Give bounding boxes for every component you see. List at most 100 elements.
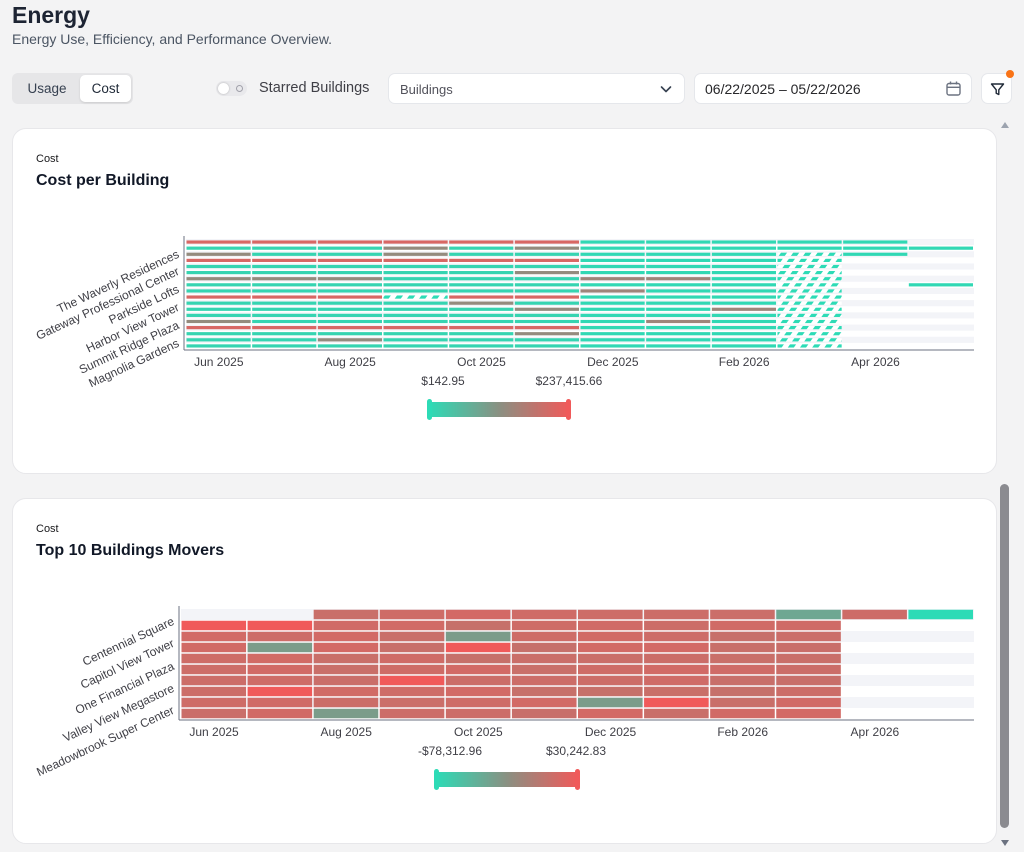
heatmap-cell [317,246,382,250]
heatmap-cell [186,301,251,305]
heatmap-cell [383,252,448,256]
heatmap-cell [578,653,643,664]
color-scale-bar [429,402,569,417]
row-band [186,263,974,270]
heatmap-cell [317,258,382,262]
heatmap-cell [646,313,711,317]
heatmap-cell [383,271,448,275]
buildings-select[interactable]: Buildings [388,73,685,104]
heatmap-cell [711,301,776,305]
heatmap-cell [646,319,711,324]
heatmap-cell [317,344,382,348]
heatmap-cell [711,319,776,324]
usage-tab[interactable]: Usage [27,81,67,96]
heatmap-cell [842,609,907,620]
date-range-picker[interactable]: 06/22/2025 – 05/22/2026 [694,73,972,104]
scroll-thumb[interactable] [1000,484,1009,828]
heatmap-cell [445,620,511,631]
heatmap-cell [379,609,445,620]
cost-per-building-heatmap[interactable]: Jun 2025 Aug 2025 Oct 2025 Dec 2025 Feb 2026… [13,129,998,475]
heatmap-cell [449,289,514,293]
heatmap-cell [777,240,842,244]
heatmap-cell [449,332,514,336]
heatmap-cell [578,609,643,620]
calendar-icon[interactable] [945,80,962,97]
heatmap-cell [252,301,317,305]
heatmap-cell [578,708,643,719]
heatmap-cell [646,307,711,311]
x-tick-label: Dec 2025 [585,725,637,739]
heatmap-cell [186,295,251,299]
heatmap-cell [511,609,577,620]
heatmap-cell [383,258,448,262]
heatmap-cell [644,675,709,686]
row-band [181,609,974,620]
toggle-knob [218,83,229,94]
scroll-up-arrow-icon[interactable] [1001,122,1009,128]
heatmap-cell [247,642,313,653]
heatmap-cell [252,332,317,336]
heatmap-cell [514,332,579,336]
heatmap-cell [580,295,645,299]
color-scale-min-label: $142.95 [421,374,465,388]
heatmap-cell [646,289,711,293]
heatmap-cell [646,338,711,342]
heatmap-cell [843,252,908,256]
heatmap-cell [711,283,776,287]
heatmap-cell [445,675,511,686]
heatmap-cell [379,675,445,686]
x-tick-label: Apr 2026 [851,355,900,369]
scroll-down-arrow-icon[interactable] [1001,840,1009,846]
heatmap-cell [711,307,776,311]
heatmap-cell [514,264,579,269]
row-band [186,324,974,331]
heatmap-cell [514,289,579,293]
heatmap-cell [186,283,251,287]
heatmap-cell [186,264,251,269]
page-scrollbar[interactable] [999,122,1011,846]
filter-button[interactable] [981,70,1014,104]
heatmap-cell [186,344,251,348]
heatmap-cell [449,258,514,262]
heatmap-cell [317,313,382,317]
heatmap-cell [186,258,251,262]
heatmap-cell [181,620,247,631]
heatmap-cell [578,631,643,642]
heatmap-cell [843,246,908,250]
heatmap-cell [252,240,317,244]
heatmap-cell [711,258,776,262]
heatmap-cell [313,631,379,642]
heatmap-cell [379,708,445,719]
heatmap-cell [379,686,445,697]
heatmap-cell [186,240,251,244]
heatmap-cell [580,283,645,287]
starred-buildings-toggle[interactable] [216,81,247,96]
heatmap-cell [710,609,775,620]
heatmap-cell [511,697,577,708]
heatmap-cell [777,307,842,311]
heatmap-cell [711,240,776,244]
row-band [186,239,974,246]
x-tick-label: Oct 2025 [457,355,506,369]
heatmap-cell [580,277,645,281]
heatmap-cell [186,319,251,324]
heatmap-cell [711,271,776,275]
heatmap-cell [644,664,709,675]
color-scale-bar [436,772,578,787]
heatmap-cell [252,295,317,299]
row-band [181,631,974,642]
heatmap-cell [511,675,577,686]
heatmap-cell [379,642,445,653]
heatmap-cell [313,697,379,708]
heatmap-cell [449,313,514,317]
heatmap-cell [445,708,511,719]
top-movers-heatmap[interactable]: Jun 2025 Aug 2025 Oct 2025 Dec 2025 Feb 2026… [13,499,998,845]
heatmap-cell [379,664,445,675]
row-band [186,287,974,294]
cost-tab[interactable]: Cost [80,75,131,102]
heatmap-cell [445,664,511,675]
heatmap-cell [578,664,643,675]
heatmap-cell [646,264,711,269]
heatmap-cell [252,344,317,348]
toggle-off-icon [236,85,243,92]
